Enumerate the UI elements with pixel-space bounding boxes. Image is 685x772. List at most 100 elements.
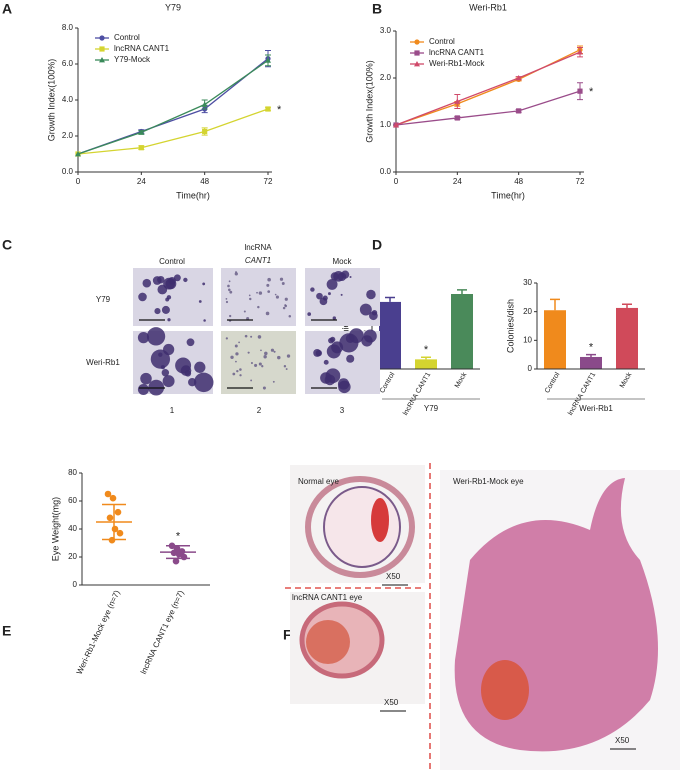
x-tick-label: 72 [264,177,273,186]
x-axis-label: Time(hr) [176,190,210,200]
y-tick-label: 80 [68,468,77,477]
y-axis-label: Eye Weight(mg) [50,497,60,561]
colony [284,297,288,301]
colony [183,277,188,283]
colony [250,335,253,338]
colony [348,328,364,344]
colony [165,278,177,290]
series-line [395,49,581,126]
colony [277,355,281,360]
micrograph [221,331,296,394]
series-line [395,90,581,126]
colony [246,316,250,321]
colony [137,383,149,396]
colony [275,295,279,299]
colony [154,308,161,315]
tissue [305,476,415,578]
x-tick-label: 72 [576,177,585,186]
sd-bar [102,503,126,541]
marker [99,35,105,41]
x-tick-label: 0 [394,177,399,186]
colony [256,291,258,294]
point [104,490,112,498]
marker [414,61,420,67]
x-tick-label: 48 [200,177,209,186]
colony [239,368,242,371]
marker [265,57,271,63]
micrograph [221,268,296,326]
marker [202,128,208,135]
colony [283,365,287,368]
legend-label: lncRNA CANT1 [429,48,485,57]
colony [265,311,270,316]
bar [544,310,566,369]
colony [346,354,355,363]
colony [315,349,323,357]
lens [481,660,529,720]
colony [203,319,206,322]
colony [316,292,323,300]
group-label: Y79 [424,404,439,413]
x-tick-label: 24 [453,177,462,186]
y-tick-label: 20 [523,307,532,316]
colony [150,349,171,369]
colony [274,293,277,296]
image-number: 3 [340,406,345,415]
colony [239,374,242,377]
row-label: Y79 [96,295,111,304]
x-axis-label: Time(hr) [491,190,525,200]
colony [234,272,238,276]
colony [249,297,252,301]
panel-letter: E [2,623,11,639]
marker [99,46,105,52]
point [180,553,188,561]
colony [250,379,253,382]
colony [244,334,248,338]
sd-bar [166,545,190,560]
colony [323,359,329,365]
row-label: Weri-Rb1 [86,358,120,367]
colony [232,372,236,376]
colony [146,327,166,346]
colony [250,361,253,365]
colony [264,351,268,356]
colony [229,314,232,318]
colony [257,335,262,339]
annotation: * [277,104,282,116]
image-number: 1 [170,406,175,415]
y-tick-label: 3.0 [380,26,392,35]
colony [320,372,332,384]
point [172,557,180,565]
y-tick-label: 4.0 [62,95,74,104]
marker [414,39,420,45]
lens [371,498,389,542]
annotation: * [589,342,594,354]
point [109,494,117,502]
y-tick-label: 6.0 [62,59,74,68]
bar [616,307,638,369]
point [116,529,124,537]
colony [225,300,229,304]
colony [258,291,263,295]
colony [238,341,240,344]
colony [349,275,352,278]
y-tick-label: 30 [523,278,532,287]
annotation: * [424,344,429,356]
legend-label: Weri-Rb1-Mock [429,59,485,68]
bar [415,359,437,369]
colony [328,337,334,344]
x-tick-label: 0 [76,177,81,186]
marker [138,145,144,151]
colony [230,355,234,359]
colony [194,361,206,373]
image-label: Weri-Rb1-Mock eye [453,477,524,486]
colony [288,315,292,318]
y-tick-label: 20 [68,552,77,561]
marker [515,75,522,81]
colony [310,287,315,292]
colony [272,380,275,383]
colony [236,369,239,373]
colony [337,378,350,390]
legend-label: Control [114,33,140,42]
